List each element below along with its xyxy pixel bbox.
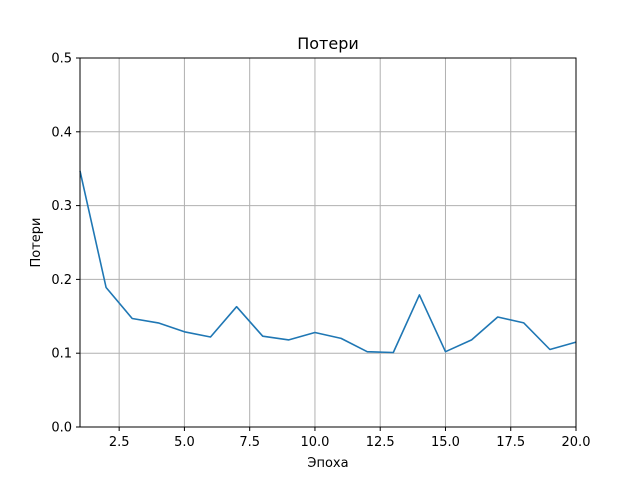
- x-tick-label: 15.0: [431, 435, 460, 450]
- x-axis-label: Эпоха: [307, 456, 348, 471]
- x-tick-label: 10.0: [300, 435, 329, 450]
- x-tick-label: 7.5: [239, 435, 260, 450]
- plot-frame: [79, 57, 577, 428]
- y-tick-label: 0.4: [51, 125, 72, 140]
- x-tick-label: 20.0: [562, 435, 591, 450]
- chart-title: Потери: [297, 34, 359, 53]
- y-axis-label: Потери: [29, 217, 44, 267]
- y-tick-label: 0.2: [51, 273, 72, 288]
- x-axis-ticks: 2.5 5.0 7.5 10.0 12.5 15.0 17.5 20.0: [109, 427, 591, 450]
- x-tick-label: 12.5: [366, 435, 395, 450]
- x-tick-label: 17.5: [496, 435, 525, 450]
- y-tick-label: 0.1: [51, 347, 72, 362]
- y-tick-label: 0.3: [51, 199, 72, 214]
- y-axis-ticks: 0.0 0.1 0.2 0.3 0.4 0.5: [51, 52, 80, 436]
- series-line: [79, 170, 577, 354]
- x-tick-label: 2.5: [109, 435, 130, 450]
- series-layer: [79, 170, 577, 354]
- y-tick-label: 0.0: [51, 421, 72, 436]
- y-tick-label: 0.5: [51, 52, 72, 67]
- x-tick-label: 5.0: [174, 435, 195, 450]
